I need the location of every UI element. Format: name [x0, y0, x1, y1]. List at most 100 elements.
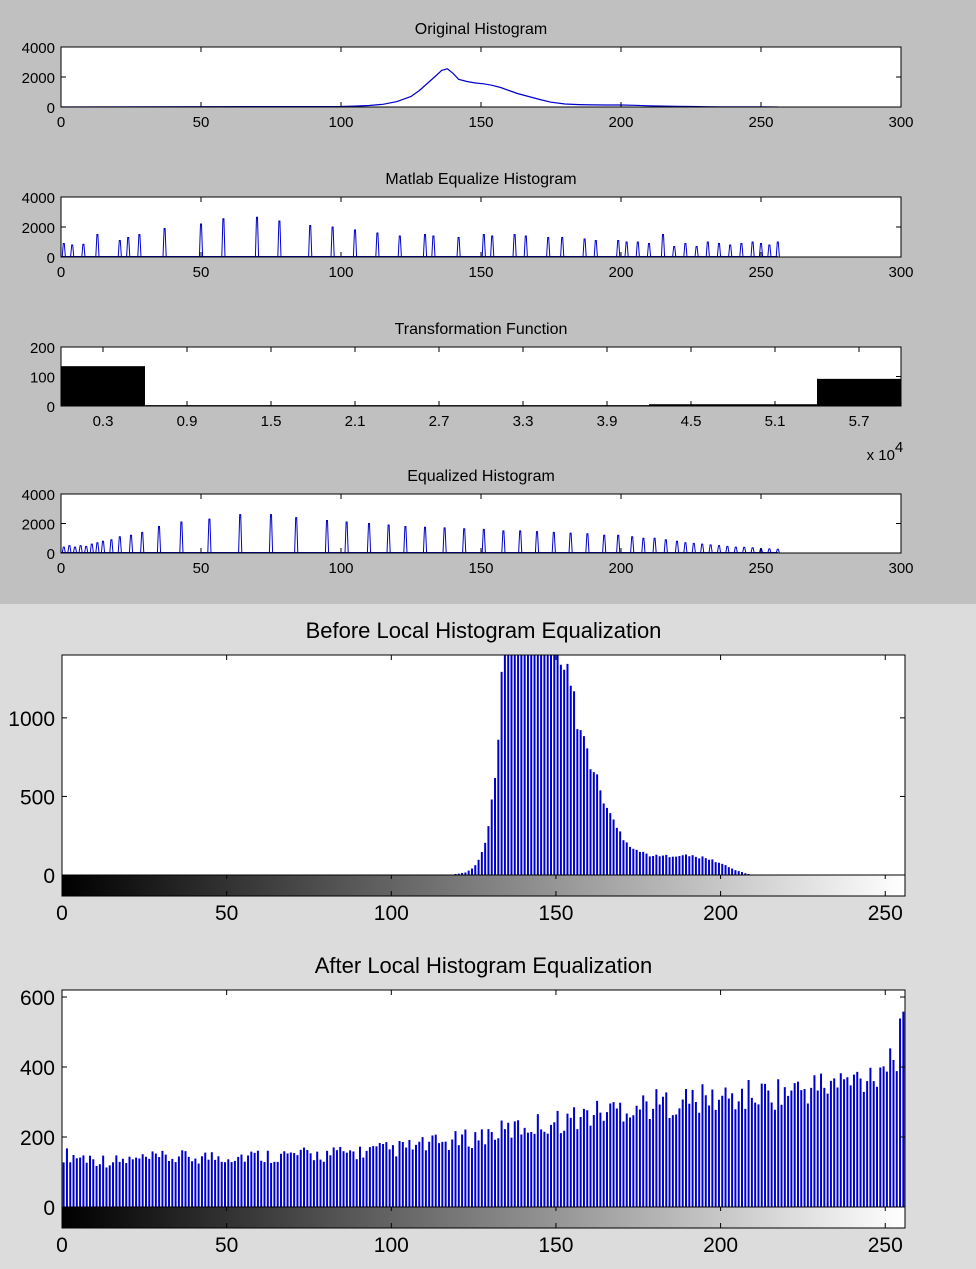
- series-peak: [716, 545, 722, 553]
- x-tick-label: 250: [868, 1234, 903, 1257]
- y-tick-label: 2000: [22, 70, 55, 87]
- series-peak: [568, 532, 573, 553]
- x-tick-label: 0: [57, 264, 65, 281]
- series-peak: [179, 521, 184, 553]
- x-tick-label: 0: [57, 114, 65, 131]
- series-peak: [733, 546, 738, 553]
- x-tick-label: 250: [748, 264, 773, 281]
- x-tick-label: 0.9: [177, 413, 198, 430]
- y-tick-label: 4000: [22, 40, 55, 57]
- x-tick-label: 5.7: [849, 413, 870, 430]
- x-tick-label: 200: [703, 1234, 738, 1257]
- bar: [61, 366, 145, 406]
- x-tick-label: 150: [538, 1234, 573, 1257]
- series-peak: [691, 542, 696, 553]
- series-peak: [422, 234, 428, 257]
- chart-5: Before Local Histogram Equalization 0 50 10…: [8, 618, 906, 925]
- y-tick-label: 400: [20, 1057, 55, 1080]
- series-peak: [81, 243, 86, 257]
- x-tick-label: 2.7: [429, 413, 450, 430]
- series-peak: [635, 241, 640, 257]
- x-tick-label: 50: [193, 264, 210, 281]
- y-tick-label: 4000: [22, 190, 55, 207]
- series-peak: [624, 241, 629, 257]
- series-peak: [422, 526, 428, 553]
- series-peak: [324, 520, 330, 553]
- y-tick-label: 0: [47, 100, 55, 117]
- x-tick-label: 50: [193, 114, 210, 131]
- series-peak: [716, 243, 722, 257]
- series-peak: [750, 547, 755, 553]
- x-tick-label: 150: [468, 264, 493, 281]
- series-peak: [616, 240, 621, 257]
- y-tick-label: 0: [43, 1197, 55, 1220]
- series-peak: [775, 241, 780, 257]
- chart-6: After Local Histogram Equalization 0 50 100…: [20, 953, 906, 1257]
- series-peak: [728, 244, 733, 257]
- x-tick-label: 0: [57, 560, 65, 577]
- series-peak: [708, 544, 713, 553]
- series-peak: [386, 524, 391, 553]
- x-tick-label: 50: [193, 560, 210, 577]
- y-tick-label: 200: [20, 1127, 55, 1150]
- x-tick-label: 300: [888, 560, 913, 577]
- series-peak: [725, 545, 730, 553]
- series-peak: [481, 528, 486, 553]
- series-peak: [672, 246, 677, 257]
- series-peak: [674, 540, 680, 553]
- x-tick-label: 3.9: [597, 413, 618, 430]
- y-tick-label: 500: [20, 786, 55, 809]
- x-tick-label: 300: [888, 114, 913, 131]
- series-peak: [61, 243, 66, 257]
- series-peak: [700, 543, 705, 553]
- plot-area: [61, 494, 901, 553]
- x-exponent-label: x 10: [867, 447, 895, 464]
- plot-area: [61, 347, 901, 406]
- chart-title: Matlab Equalize Histogram: [385, 171, 576, 188]
- series-peak: [683, 542, 688, 553]
- y-tick-label: 0: [47, 250, 55, 267]
- x-tick-label: 250: [748, 114, 773, 131]
- series-peak: [602, 534, 607, 553]
- y-tick-label: 2000: [22, 220, 55, 237]
- series-peak: [344, 521, 349, 553]
- y-tick-label: 0: [47, 546, 55, 563]
- chart-1: Original Histogram 0 50 100 150 200 250 300 0 200…: [22, 21, 914, 131]
- x-tick-label: 150: [468, 114, 493, 131]
- series-peak: [84, 545, 89, 553]
- series-peak: [72, 546, 78, 553]
- series-peak: [330, 226, 335, 257]
- colorbar: [61, 874, 906, 897]
- series-peak: [254, 216, 260, 257]
- series-peak: [78, 545, 83, 553]
- x-tick-label: 200: [608, 264, 633, 281]
- series-peak: [221, 218, 226, 257]
- y-tick-label: 200: [30, 340, 55, 357]
- series-peak: [660, 234, 666, 257]
- series-peak: [403, 526, 408, 553]
- x-tick-label: 200: [608, 560, 633, 577]
- series-peak: [546, 237, 551, 257]
- x-tick-label: 250: [748, 560, 773, 577]
- series-peak: [117, 240, 122, 257]
- series-peak: [397, 235, 402, 257]
- x-exponent-power: 4: [895, 439, 903, 456]
- series-peak: [156, 526, 162, 553]
- series-peak: [560, 237, 565, 257]
- x-tick-label: 100: [374, 902, 409, 925]
- series-peak: [294, 517, 299, 553]
- series-peak: [462, 528, 467, 553]
- chart-title: Original Histogram: [415, 21, 547, 38]
- series-peak: [162, 228, 167, 257]
- plot-area: [61, 47, 901, 107]
- x-tick-label: 200: [608, 114, 633, 131]
- series-peak: [694, 246, 699, 257]
- series-peak: [140, 531, 145, 553]
- series-peak: [308, 225, 313, 257]
- series-peak: [646, 243, 652, 257]
- series-peak: [585, 533, 590, 553]
- y-tick-label: 100: [30, 370, 55, 387]
- series-peak: [352, 229, 358, 257]
- chart-3: Transformation Function 0.3 0.9 1.5 2.1 2.7 3.…: [30, 321, 903, 464]
